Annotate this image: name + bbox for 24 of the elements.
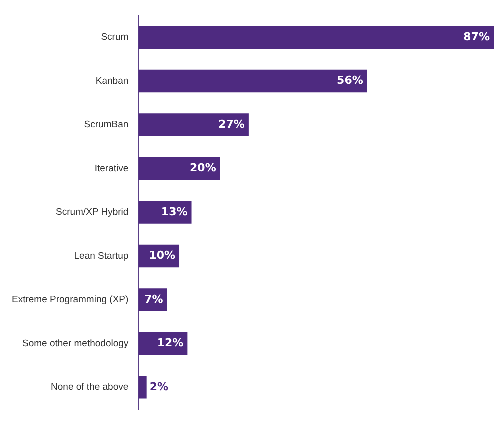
bar (138, 26, 494, 49)
data-label: 20% (190, 162, 216, 175)
bar (138, 376, 147, 399)
y-tick-label: Lean Startup (74, 250, 129, 262)
y-tick-label: Iterative (94, 163, 129, 174)
y-tick-label: Scrum (101, 32, 129, 44)
bar (138, 114, 249, 136)
data-label: 56% (337, 74, 364, 88)
y-tick-label: Extreme Programming (XP) (12, 294, 129, 306)
bar (138, 201, 192, 224)
data-label: 7% (144, 292, 164, 306)
y-tick-label: None of the above (51, 382, 129, 394)
data-label: 13% (161, 205, 188, 218)
bar (138, 70, 368, 93)
data-label: 2% (150, 380, 169, 394)
y-tick-label: Kanban (96, 76, 129, 87)
y-tick-label: Some other methodology (22, 338, 129, 350)
data-label: 10% (149, 249, 176, 262)
data-label: 27% (218, 118, 245, 131)
y-tick-label: ScrumBan (84, 120, 129, 131)
data-label: 87% (464, 30, 490, 44)
bar (138, 157, 220, 180)
y-tick-label: Scrum/XP Hybrid (56, 207, 129, 218)
data-label: 12% (157, 336, 184, 350)
